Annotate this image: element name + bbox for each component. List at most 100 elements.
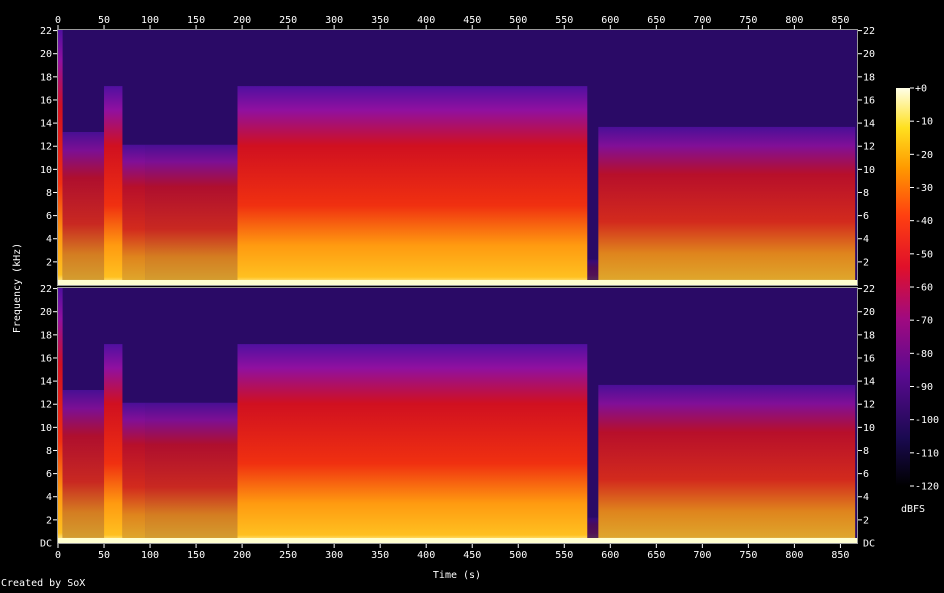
y-tick-label-right: 14 <box>863 377 875 388</box>
x-tick-label-bottom: 700 <box>693 550 711 561</box>
segment-8 <box>598 126 856 286</box>
segment-3 <box>104 344 123 543</box>
x-tick-label-bottom: 500 <box>509 550 527 561</box>
x-tick-label-top: 400 <box>417 15 435 26</box>
colorbar-tick-label: -80 <box>915 349 933 360</box>
spectrogram-channels <box>57 29 858 544</box>
colorbar-tick-label: -70 <box>915 316 933 327</box>
y-axis-label: Frequency (kHz) <box>12 243 23 333</box>
x-tick-label-bottom: 350 <box>371 550 389 561</box>
y-tick-label-right: 4 <box>863 492 869 503</box>
colorbar-tick-label: -110 <box>915 448 939 459</box>
y-tick-label-right: 16 <box>863 353 875 364</box>
colorbar-tick-label: -10 <box>915 117 933 128</box>
x-tick-label-bottom: 250 <box>279 550 297 561</box>
x-tick-label-top: 0 <box>55 15 61 26</box>
y-tick-label-right: 12 <box>863 142 875 153</box>
y-tick-label-left: 20 <box>40 49 52 60</box>
y-tick-label-left: 10 <box>40 165 52 176</box>
channel-2-spectrogram <box>57 287 858 544</box>
colorbar-label: dBFS <box>901 504 925 515</box>
segment-2 <box>62 390 105 543</box>
y-tick-label-left: 12 <box>40 400 52 411</box>
x-tick-label-bottom: 100 <box>141 550 159 561</box>
y-tick-label-right: 20 <box>863 49 875 60</box>
segment-6 <box>237 344 588 543</box>
x-tick-label-top: 50 <box>98 15 110 26</box>
segment-3 <box>104 86 123 285</box>
y-tick-label-right: 22 <box>863 284 875 295</box>
y-tick-label-right: 2 <box>863 257 869 268</box>
x-tick-label-top: 150 <box>187 15 205 26</box>
x-tick-label-bottom: 400 <box>417 550 435 561</box>
x-tick-label-top: 700 <box>693 15 711 26</box>
x-tick-label-top: 750 <box>739 15 757 26</box>
x-tick-label-top: 650 <box>647 15 665 26</box>
x-tick-label-top: 550 <box>555 15 573 26</box>
y-tick-label-right: 6 <box>863 211 869 222</box>
x-tick-label-top: 200 <box>233 15 251 26</box>
y-tick-label-right: 22 <box>863 26 875 37</box>
x-tick-label-bottom: 800 <box>785 550 803 561</box>
channel-frame <box>57 29 858 286</box>
x-tick-label-top: 600 <box>601 15 619 26</box>
y-tick-label-right: 6 <box>863 469 869 480</box>
y-tick-label-right: 2 <box>863 515 869 526</box>
y-tick-label-right: 8 <box>863 188 869 199</box>
colorbar-tick-label: -20 <box>915 150 933 161</box>
y-tick-label-left: 2 <box>46 515 52 526</box>
x-tick-label-bottom: 150 <box>187 550 205 561</box>
segment-7 <box>587 517 599 543</box>
x-tick-label-top: 450 <box>463 15 481 26</box>
segment-4 <box>122 144 146 285</box>
y-tick-label-left: 2 <box>46 257 52 268</box>
y-tick-label-left: 14 <box>40 377 52 388</box>
y-tick-label-right: 16 <box>863 95 875 106</box>
x-tick-label-top: 850 <box>831 15 849 26</box>
y-tick-label-left: 8 <box>46 188 52 199</box>
colorbar: +0 -10 -20 -30 -40 -50 -60 -70 -80 -90 -100 -110 -12… <box>896 84 939 493</box>
y-tick-label-right: 20 <box>863 307 875 318</box>
segment-5 <box>145 144 238 285</box>
y-tick-label-left: 16 <box>40 95 52 106</box>
y-tick-label-right: 14 <box>863 119 875 130</box>
dc-band <box>58 280 857 285</box>
y-tick-label-right: 18 <box>863 330 875 341</box>
y-tick-label-right: 10 <box>863 423 875 434</box>
y-tick-label-left: 18 <box>40 330 52 341</box>
y-tick-label-left: 6 <box>46 211 52 222</box>
x-tick-label-bottom: 850 <box>831 550 849 561</box>
y-tick-label-right: 12 <box>863 400 875 411</box>
colorbar-tick-label: -50 <box>915 249 933 260</box>
x-tick-label-bottom: 650 <box>647 550 665 561</box>
x-axis-ticks: 0 0 50 50 100 100 150 150 200 200 250 250 300 300 350 3… <box>55 15 849 561</box>
channel-frame <box>57 287 858 544</box>
x-tick-label-top: 800 <box>785 15 803 26</box>
y-tick-label-left: 20 <box>40 307 52 318</box>
y-tick-label-left: 22 <box>40 284 52 295</box>
colorbar-tick-label: -60 <box>915 283 933 294</box>
colorbar-tick-label: -40 <box>915 216 933 227</box>
y-tick-label-dc-right: DC <box>863 539 875 550</box>
colorbar-tick-label: -100 <box>915 415 939 426</box>
x-tick-label-top: 500 <box>509 15 527 26</box>
segment-1 <box>58 30 63 285</box>
colorbar-gradient <box>896 88 910 486</box>
x-tick-label-top: 100 <box>141 15 159 26</box>
y-tick-label-left: 12 <box>40 142 52 153</box>
segment-4 <box>122 402 146 543</box>
x-tick-label-top: 300 <box>325 15 343 26</box>
x-tick-label-bottom: 550 <box>555 550 573 561</box>
channel-1-spectrogram <box>57 29 858 286</box>
x-tick-label-bottom: 750 <box>739 550 757 561</box>
y-tick-label-right: 18 <box>863 72 875 83</box>
segment-7 <box>587 259 599 285</box>
y-tick-label-left: 8 <box>46 446 52 457</box>
segment-1 <box>58 288 63 543</box>
x-tick-label-top: 250 <box>279 15 297 26</box>
dc-band <box>58 538 857 543</box>
y-tick-label-dc-left: DC <box>40 539 52 550</box>
y-tick-label-left: 10 <box>40 423 52 434</box>
x-tick-label-bottom: 300 <box>325 550 343 561</box>
y-tick-label-left: 4 <box>46 234 52 245</box>
